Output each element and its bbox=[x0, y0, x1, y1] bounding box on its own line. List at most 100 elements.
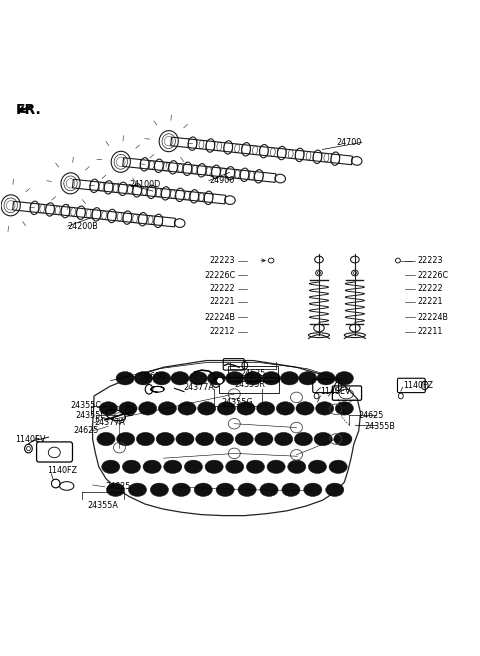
Ellipse shape bbox=[116, 371, 134, 385]
Ellipse shape bbox=[153, 371, 171, 385]
Ellipse shape bbox=[198, 401, 216, 415]
Ellipse shape bbox=[308, 460, 326, 474]
Text: 22226C: 22226C bbox=[417, 271, 448, 280]
Text: 22224B: 22224B bbox=[204, 313, 235, 322]
Ellipse shape bbox=[349, 324, 360, 332]
Ellipse shape bbox=[296, 401, 314, 415]
Ellipse shape bbox=[107, 483, 125, 497]
Text: 24355B: 24355B bbox=[364, 422, 396, 430]
Ellipse shape bbox=[196, 432, 214, 445]
Ellipse shape bbox=[314, 324, 324, 332]
Text: 24377A: 24377A bbox=[183, 383, 215, 392]
Ellipse shape bbox=[350, 256, 359, 263]
Ellipse shape bbox=[217, 401, 236, 415]
Ellipse shape bbox=[194, 483, 212, 497]
Text: 24625: 24625 bbox=[105, 482, 131, 491]
Text: 24625: 24625 bbox=[359, 411, 384, 420]
Ellipse shape bbox=[102, 460, 120, 474]
Ellipse shape bbox=[325, 483, 344, 497]
Ellipse shape bbox=[316, 270, 323, 276]
Ellipse shape bbox=[235, 432, 253, 445]
Ellipse shape bbox=[317, 371, 335, 385]
Ellipse shape bbox=[267, 460, 285, 474]
Text: 22223: 22223 bbox=[210, 256, 235, 266]
Ellipse shape bbox=[176, 432, 194, 445]
Ellipse shape bbox=[134, 371, 153, 385]
Text: 24355R: 24355R bbox=[234, 380, 265, 390]
Text: 1140FZ: 1140FZ bbox=[403, 381, 433, 390]
Text: 24625: 24625 bbox=[73, 426, 99, 436]
Ellipse shape bbox=[315, 256, 323, 263]
Ellipse shape bbox=[238, 483, 256, 497]
Text: 22222: 22222 bbox=[210, 284, 235, 293]
Ellipse shape bbox=[255, 432, 273, 445]
Ellipse shape bbox=[178, 401, 196, 415]
Text: 24700: 24700 bbox=[337, 138, 362, 147]
Text: 22224B: 22224B bbox=[417, 313, 448, 322]
Ellipse shape bbox=[244, 371, 262, 385]
Text: 24355G: 24355G bbox=[222, 398, 253, 407]
Ellipse shape bbox=[275, 432, 293, 445]
Text: 22226C: 22226C bbox=[204, 271, 235, 280]
Ellipse shape bbox=[315, 401, 334, 415]
Ellipse shape bbox=[335, 371, 353, 385]
Ellipse shape bbox=[304, 483, 322, 497]
Ellipse shape bbox=[329, 460, 347, 474]
Text: 24355C: 24355C bbox=[70, 401, 101, 410]
Ellipse shape bbox=[299, 371, 317, 385]
Ellipse shape bbox=[122, 460, 141, 474]
Ellipse shape bbox=[237, 401, 255, 415]
Ellipse shape bbox=[139, 401, 157, 415]
Ellipse shape bbox=[97, 432, 115, 445]
Ellipse shape bbox=[207, 371, 226, 385]
Ellipse shape bbox=[156, 432, 174, 445]
Ellipse shape bbox=[184, 460, 203, 474]
Ellipse shape bbox=[351, 270, 358, 276]
Ellipse shape bbox=[128, 483, 146, 497]
Text: 24355L: 24355L bbox=[75, 411, 105, 420]
Ellipse shape bbox=[205, 460, 223, 474]
Ellipse shape bbox=[246, 460, 264, 474]
Ellipse shape bbox=[226, 460, 244, 474]
Ellipse shape bbox=[226, 371, 244, 385]
Text: 39650: 39650 bbox=[140, 372, 166, 380]
Ellipse shape bbox=[288, 460, 306, 474]
Text: 24200B: 24200B bbox=[68, 222, 98, 230]
Ellipse shape bbox=[314, 432, 332, 445]
Text: 1140FZ: 1140FZ bbox=[48, 466, 78, 476]
Ellipse shape bbox=[294, 432, 312, 445]
Text: 24625: 24625 bbox=[240, 369, 266, 378]
Ellipse shape bbox=[136, 432, 155, 445]
Ellipse shape bbox=[216, 483, 234, 497]
Ellipse shape bbox=[260, 483, 278, 497]
Ellipse shape bbox=[276, 401, 294, 415]
Text: 22223: 22223 bbox=[417, 256, 443, 266]
Text: FR.: FR. bbox=[16, 103, 42, 117]
Ellipse shape bbox=[143, 460, 161, 474]
Text: 24100D: 24100D bbox=[129, 180, 160, 189]
Text: 24900: 24900 bbox=[209, 176, 234, 185]
Ellipse shape bbox=[189, 371, 207, 385]
Text: 22221: 22221 bbox=[417, 297, 443, 306]
Ellipse shape bbox=[158, 401, 177, 415]
Text: 22212: 22212 bbox=[210, 327, 235, 337]
Ellipse shape bbox=[257, 401, 275, 415]
Ellipse shape bbox=[117, 432, 135, 445]
Text: 22221: 22221 bbox=[210, 297, 235, 306]
Ellipse shape bbox=[262, 371, 280, 385]
Text: 22222: 22222 bbox=[417, 284, 443, 293]
Text: 24377A: 24377A bbox=[94, 419, 125, 427]
Ellipse shape bbox=[171, 371, 189, 385]
Text: 24355A: 24355A bbox=[88, 501, 119, 510]
Ellipse shape bbox=[280, 371, 299, 385]
Ellipse shape bbox=[164, 460, 182, 474]
Ellipse shape bbox=[172, 483, 191, 497]
Ellipse shape bbox=[150, 483, 168, 497]
Ellipse shape bbox=[282, 483, 300, 497]
Text: 1140EV: 1140EV bbox=[321, 386, 351, 396]
Ellipse shape bbox=[334, 432, 352, 445]
Ellipse shape bbox=[99, 401, 118, 415]
Text: 22211: 22211 bbox=[417, 327, 443, 337]
Text: 1140EV: 1140EV bbox=[15, 434, 46, 443]
Ellipse shape bbox=[335, 401, 353, 415]
